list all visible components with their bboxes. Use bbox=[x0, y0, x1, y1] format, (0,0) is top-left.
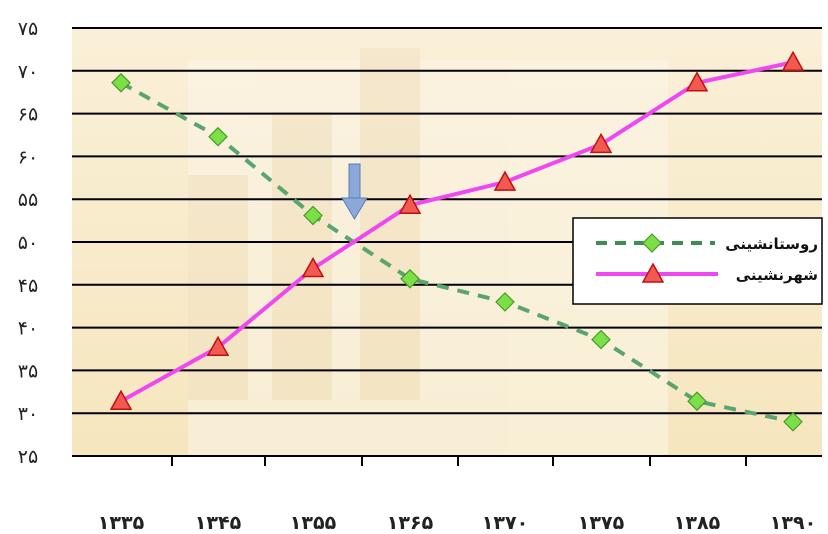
y-tick-label: ۶۵ bbox=[18, 104, 38, 126]
legend-marker-diamond bbox=[642, 233, 662, 253]
legend-label-urban: شهرنشینی bbox=[736, 266, 818, 284]
data-point-triangle bbox=[685, 71, 709, 92]
x-tick-label: ۱۳۸۵ bbox=[674, 512, 721, 534]
x-tick-label: ۱۳۷۵ bbox=[578, 512, 625, 534]
y-tick-label: ۷۰ bbox=[18, 61, 38, 83]
data-point-triangle bbox=[398, 193, 422, 214]
series-line-1 bbox=[120, 81, 794, 424]
data-point-triangle bbox=[301, 256, 325, 278]
gridlines bbox=[72, 27, 822, 415]
data-point-triangle bbox=[781, 50, 805, 71]
x-tick-label: ۱۳۹۰ bbox=[770, 512, 816, 534]
data-point-triangle bbox=[493, 170, 517, 191]
legend: روستانشینی شهرنشینی bbox=[572, 217, 823, 305]
data-point-diamond bbox=[495, 292, 515, 312]
data-point-diamond bbox=[783, 411, 803, 432]
series-line-2 bbox=[120, 60, 794, 403]
legend-label-rural: روستانشینی bbox=[725, 235, 818, 253]
data-point-diamond bbox=[111, 72, 131, 93]
data-point-diamond bbox=[687, 391, 707, 412]
x-tick-label: ۱۳۵۵ bbox=[290, 512, 337, 534]
series-layer bbox=[109, 50, 805, 432]
axes bbox=[72, 455, 822, 466]
data-point-diamond bbox=[208, 126, 228, 147]
x-tick-label: ۱۳۷۰ bbox=[482, 512, 528, 534]
x-tick-label: ۱۳۶۵ bbox=[387, 512, 434, 534]
y-tick-label: ۶۰ bbox=[18, 146, 38, 168]
y-tick-label: ۵۵ bbox=[18, 189, 38, 211]
annotation-arrow bbox=[341, 163, 368, 220]
y-tick-label: ۴۰ bbox=[18, 318, 38, 340]
y-tick-label: ۳۰ bbox=[18, 403, 38, 425]
y-tick-label: ۵۰ bbox=[18, 232, 38, 254]
y-tick-label: ۲۵ bbox=[18, 446, 38, 468]
y-tick-label: ۳۵ bbox=[18, 360, 38, 382]
legend-marker-triangle bbox=[641, 262, 665, 283]
data-point-triangle bbox=[206, 335, 230, 357]
y-tick-label: ۷۵ bbox=[18, 18, 38, 40]
data-point-diamond bbox=[400, 268, 420, 289]
legend-box bbox=[572, 217, 823, 305]
data-point-triangle bbox=[589, 132, 613, 154]
x-tick-label: ۱۳۳۵ bbox=[98, 512, 145, 534]
y-tick-label: ۴۵ bbox=[18, 275, 38, 297]
tick-labels: ۲۵ ۳۰ ۳۵ ۴۰ ۴۵ ۵۰ ۵۵ ۶۰ ۶۵ ۷۰ ۷۵ ۱۳۳۵ ۱۳۴۵ ۱۳۵۵ ۱۳۶۵ ۱۳… bbox=[18, 18, 816, 534]
x-tick-label: ۱۳۴۵ bbox=[195, 512, 242, 534]
data-point-triangle bbox=[109, 389, 133, 410]
data-point-diamond bbox=[303, 205, 323, 226]
data-point-diamond bbox=[591, 329, 611, 350]
